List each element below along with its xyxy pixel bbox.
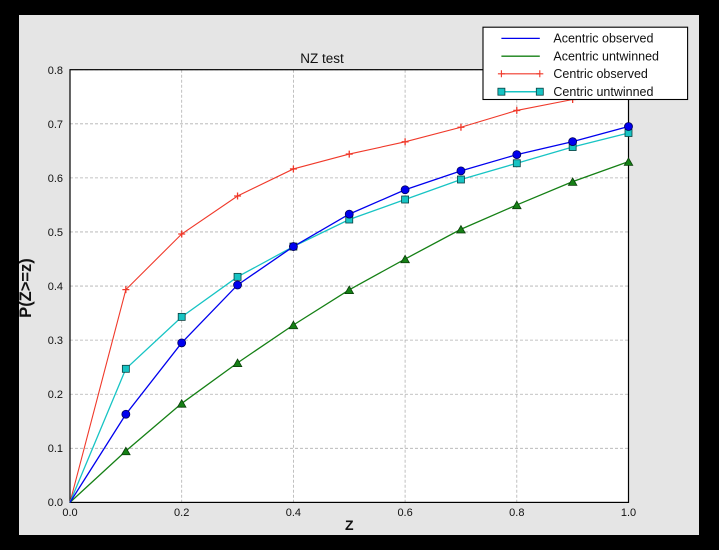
svg-text:0.4: 0.4: [286, 507, 301, 519]
svg-text:0.2: 0.2: [174, 507, 189, 519]
svg-text:Centric untwinned: Centric untwinned: [553, 85, 653, 99]
svg-text:0.8: 0.8: [48, 65, 63, 77]
svg-text:0.0: 0.0: [48, 497, 63, 509]
svg-text:0.5: 0.5: [48, 227, 63, 239]
svg-text:Z: Z: [345, 517, 354, 533]
svg-text:0.1: 0.1: [48, 443, 63, 455]
svg-text:0.7: 0.7: [48, 119, 63, 131]
svg-text:0.6: 0.6: [397, 507, 412, 519]
svg-text:0.2: 0.2: [48, 389, 63, 401]
svg-text:Acentric untwinned: Acentric untwinned: [553, 49, 659, 63]
svg-text:P(Z>=z): P(Z>=z): [17, 258, 35, 318]
svg-text:0.8: 0.8: [509, 507, 524, 519]
svg-text:1.0: 1.0: [621, 507, 636, 519]
svg-text:0.0: 0.0: [62, 507, 77, 519]
svg-text:Acentric observed: Acentric observed: [553, 32, 653, 46]
svg-text:NZ test: NZ test: [300, 51, 344, 66]
svg-text:0.3: 0.3: [48, 335, 63, 347]
svg-text:0.4: 0.4: [48, 281, 63, 293]
svg-text:Centric observed: Centric observed: [553, 67, 648, 81]
svg-text:0.6: 0.6: [48, 173, 63, 185]
